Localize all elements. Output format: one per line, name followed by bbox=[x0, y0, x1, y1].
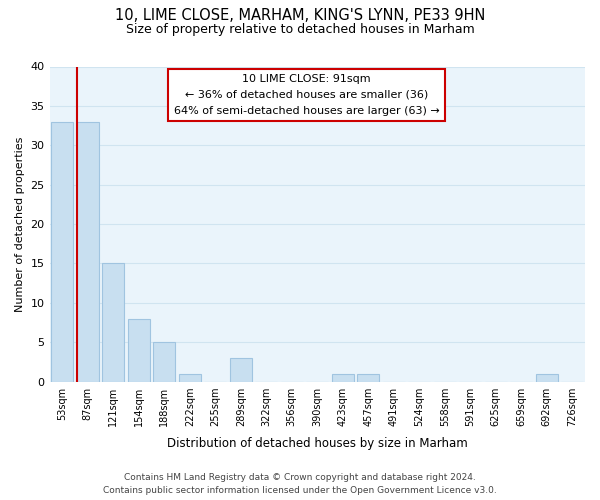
Bar bbox=[154, 342, 175, 382]
Text: 10 LIME CLOSE: 91sqm
← 36% of detached houses are smaller (36)
64% of semi-detac: 10 LIME CLOSE: 91sqm ← 36% of detached h… bbox=[173, 74, 439, 116]
X-axis label: Distribution of detached houses by size in Marham: Distribution of detached houses by size … bbox=[167, 437, 467, 450]
Bar bbox=[77, 122, 98, 382]
Text: 10, LIME CLOSE, MARHAM, KING'S LYNN, PE33 9HN: 10, LIME CLOSE, MARHAM, KING'S LYNN, PE3… bbox=[115, 8, 485, 22]
Bar bbox=[128, 318, 149, 382]
Bar bbox=[536, 374, 557, 382]
Text: Size of property relative to detached houses in Marham: Size of property relative to detached ho… bbox=[125, 22, 475, 36]
Bar bbox=[230, 358, 251, 382]
Bar bbox=[358, 374, 379, 382]
Y-axis label: Number of detached properties: Number of detached properties bbox=[15, 136, 25, 312]
Bar bbox=[52, 122, 73, 382]
Text: Contains HM Land Registry data © Crown copyright and database right 2024.
Contai: Contains HM Land Registry data © Crown c… bbox=[103, 473, 497, 495]
Bar bbox=[103, 264, 124, 382]
Bar bbox=[179, 374, 200, 382]
Bar bbox=[332, 374, 353, 382]
